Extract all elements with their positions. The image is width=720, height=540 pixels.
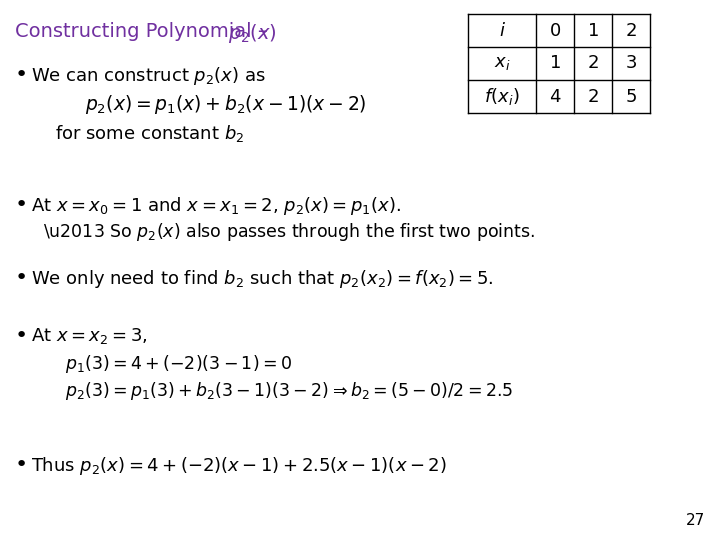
Text: $p_1(3) = 4 + (-2)(3-1) = 0$: $p_1(3) = 4 + (-2)(3-1) = 0$ — [65, 353, 292, 375]
Text: Constructing Polynomial –: Constructing Polynomial – — [15, 22, 274, 41]
Text: $1$: $1$ — [587, 22, 599, 39]
Text: $3$: $3$ — [625, 55, 637, 72]
Text: $5$: $5$ — [625, 87, 637, 105]
Text: •: • — [15, 268, 28, 288]
Text: for some constant $b_2$: for some constant $b_2$ — [55, 123, 244, 144]
Text: We can construct $p_2(x)$ as: We can construct $p_2(x)$ as — [31, 65, 266, 87]
Text: $x_i$: $x_i$ — [494, 55, 510, 72]
Text: Thus $p_2(x) = 4 + (-2)(x-1) + 2.5(x-1)(x-2)$: Thus $p_2(x) = 4 + (-2)(x-1) + 2.5(x-1)(… — [31, 455, 446, 477]
Text: \u2013 So $p_2(x)$ also passes through the first two points.: \u2013 So $p_2(x)$ also passes through t… — [43, 221, 535, 243]
Text: We only need to find $b_2$ such that $p_2(x_2) = f(x_2) = 5$.: We only need to find $b_2$ such that $p_… — [31, 268, 494, 290]
Text: $p_2(x)$: $p_2(x)$ — [228, 22, 276, 45]
Text: $f(x_i)$: $f(x_i)$ — [485, 86, 520, 107]
Text: $2$: $2$ — [587, 87, 599, 105]
Text: $p_2(x) = p_1(x) + b_2(x-1)(x-2)$: $p_2(x) = p_1(x) + b_2(x-1)(x-2)$ — [85, 93, 366, 116]
Text: At $x = x_0 = 1$ and $x = x_1 = 2$, $p_2(x) = p_1(x)$.: At $x = x_0 = 1$ and $x = x_1 = 2$, $p_2… — [31, 195, 401, 217]
Text: •: • — [15, 65, 28, 85]
Text: $2$: $2$ — [625, 22, 637, 39]
Text: $p_2(3) = p_1(3) + b_2(3-1)(3-2) \Rightarrow b_2 = (5-0)/2 = 2.5$: $p_2(3) = p_1(3) + b_2(3-1)(3-2) \Righta… — [65, 380, 513, 402]
Text: $1$: $1$ — [549, 55, 561, 72]
Text: 27: 27 — [685, 513, 705, 528]
Text: $0$: $0$ — [549, 22, 561, 39]
Text: $i$: $i$ — [498, 22, 505, 39]
Text: At $x = x_2 = 3$,: At $x = x_2 = 3$, — [31, 326, 148, 346]
Text: •: • — [15, 455, 28, 475]
Text: •: • — [15, 195, 28, 215]
Text: $4$: $4$ — [549, 87, 561, 105]
Text: •: • — [15, 326, 28, 346]
Text: $2$: $2$ — [587, 55, 599, 72]
